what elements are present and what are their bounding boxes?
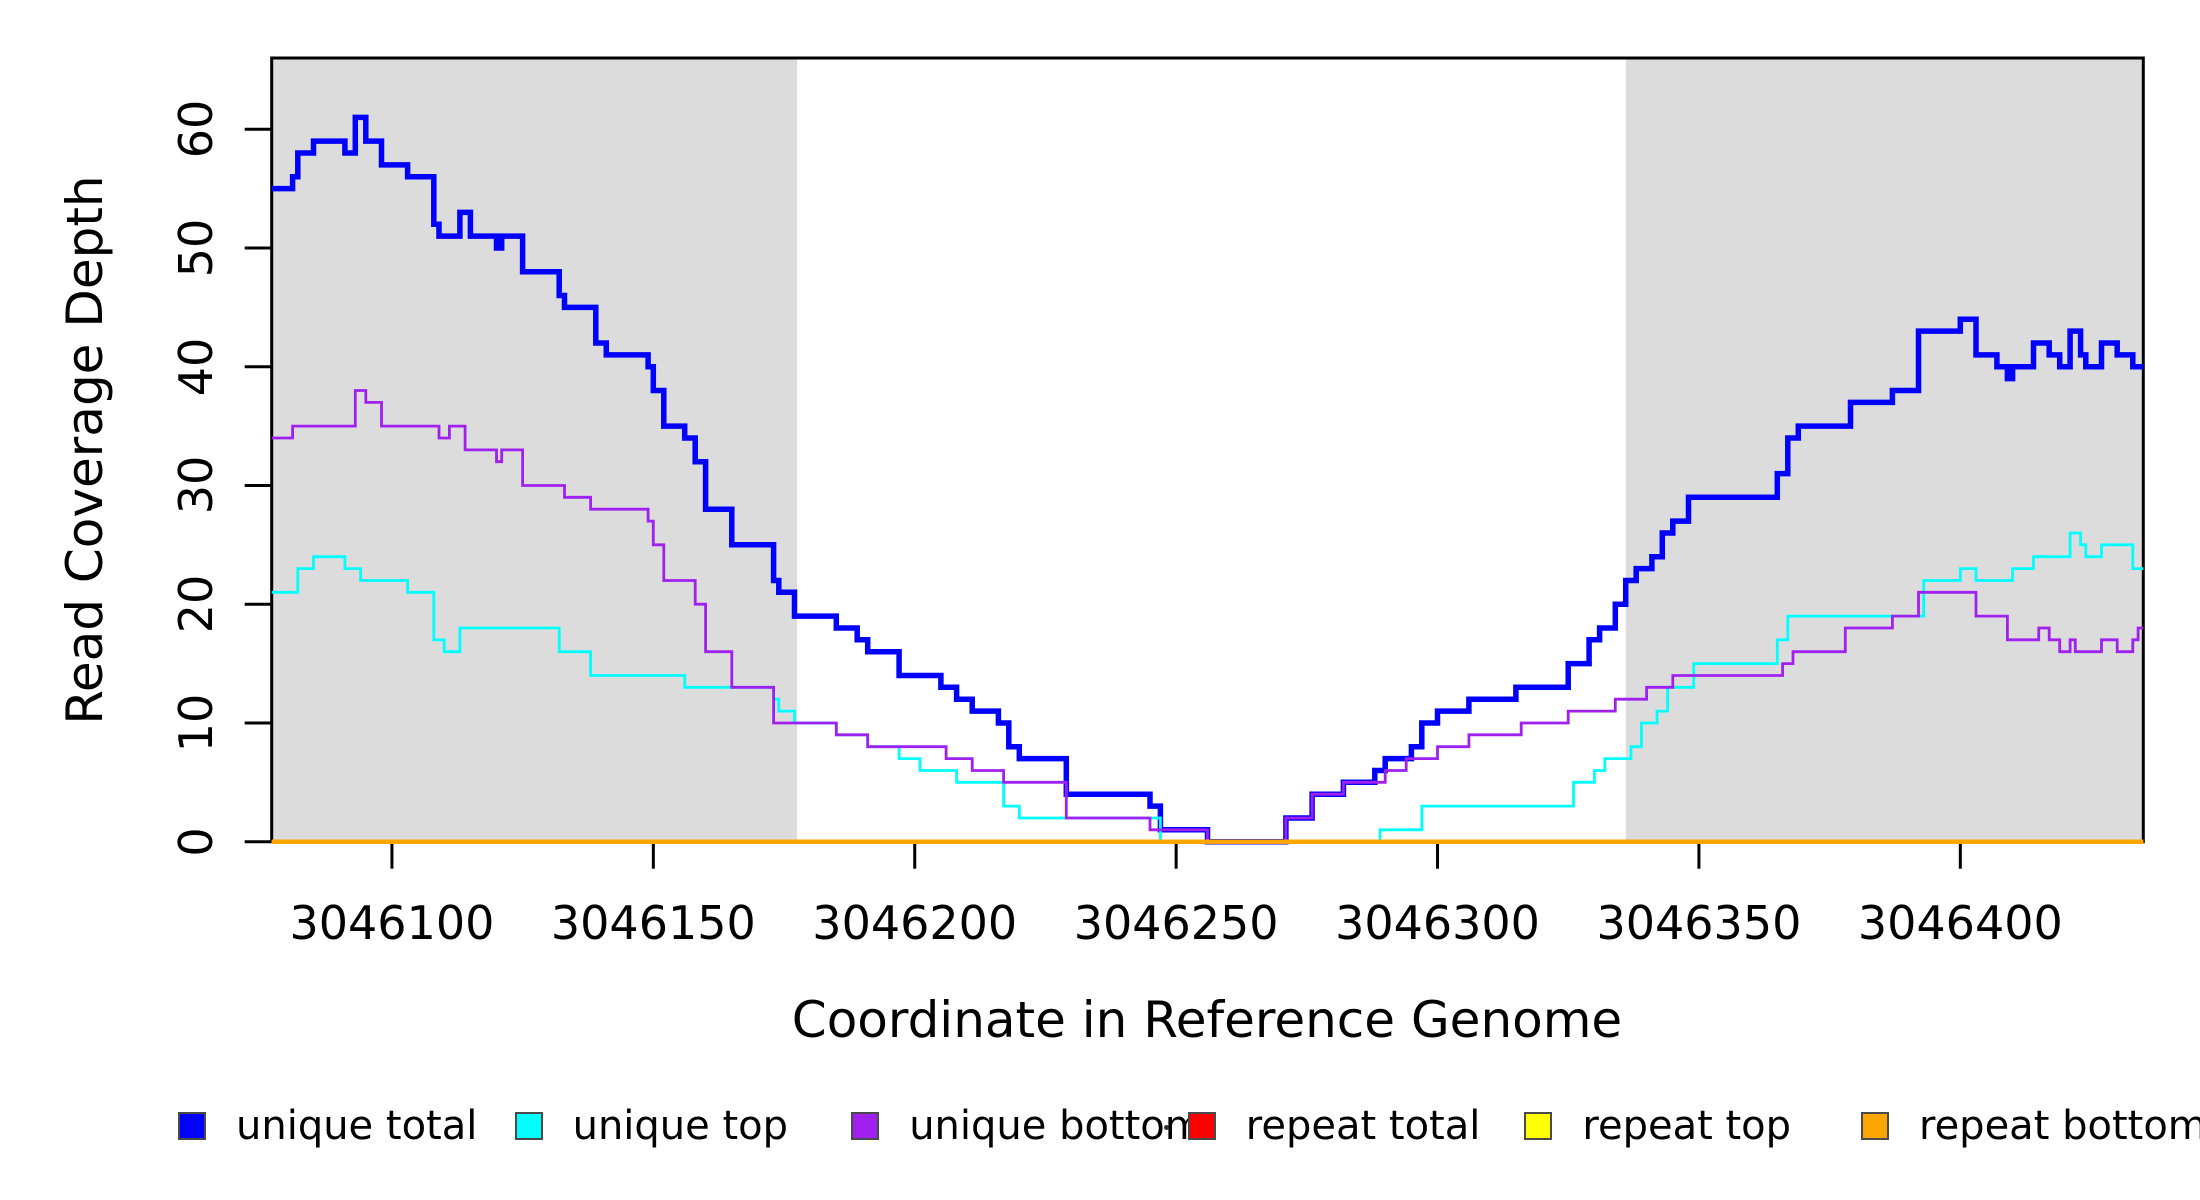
x-tick-label: 3046100 <box>289 896 495 950</box>
legend-stray-dot <box>1164 1125 1169 1130</box>
x-tick-label: 3046200 <box>812 896 1018 950</box>
y-tick-label: 30 <box>169 456 223 515</box>
legend-swatch-icon <box>1187 1112 1216 1140</box>
shaded-region <box>1625 58 2144 842</box>
legend-item-unique-bottom: unique bottom <box>851 1104 1204 1148</box>
legend-swatch-icon <box>1861 1112 1889 1140</box>
y-tick-label: 0 <box>169 827 223 857</box>
series-line-unique-bottom <box>271 389 2144 844</box>
y-tick-label: 50 <box>169 218 223 278</box>
x-tick-label: 3046350 <box>1596 896 1802 950</box>
shaded-region <box>271 58 798 842</box>
y-tick-label: 20 <box>169 574 223 634</box>
legend-label: repeat top <box>1582 1103 1792 1149</box>
y-tick-label: 40 <box>169 337 223 396</box>
legend-item-unique-top: unique top <box>514 1103 789 1149</box>
legend-label: repeat bottom <box>1919 1103 2200 1149</box>
legend-label: unique bottom <box>909 1103 1204 1149</box>
legend-label: unique top <box>572 1103 789 1149</box>
legend-item-repeat-top: repeat top <box>1524 1104 1791 1148</box>
legend-label: unique total <box>236 1103 478 1149</box>
x-tick-label: 3046150 <box>550 896 756 950</box>
x-tick-label: 3046400 <box>1857 896 2063 950</box>
x-axis-title: Coordinate in Reference Genome <box>791 991 1623 1049</box>
y-axis-title: Read Coverage Depth <box>56 175 114 725</box>
legend-swatch-icon <box>851 1112 880 1140</box>
x-tick-label: 3046300 <box>1335 896 1540 950</box>
legend-swatch-icon <box>514 1112 543 1140</box>
legend-swatch-icon <box>1524 1112 1553 1140</box>
legend-item-unique-total: unique total <box>178 1104 477 1148</box>
legend-label: repeat total <box>1245 1103 1481 1149</box>
y-tick-label: 60 <box>169 99 223 159</box>
legend-item-repeat-bottom: repeat bottom <box>1861 1104 2200 1148</box>
legend-item-repeat-total: repeat total <box>1187 1103 1481 1149</box>
x-tick-label: 3046250 <box>1073 896 1279 950</box>
y-tick-label: 10 <box>169 693 223 753</box>
legend-swatch-icon <box>178 1112 206 1140</box>
